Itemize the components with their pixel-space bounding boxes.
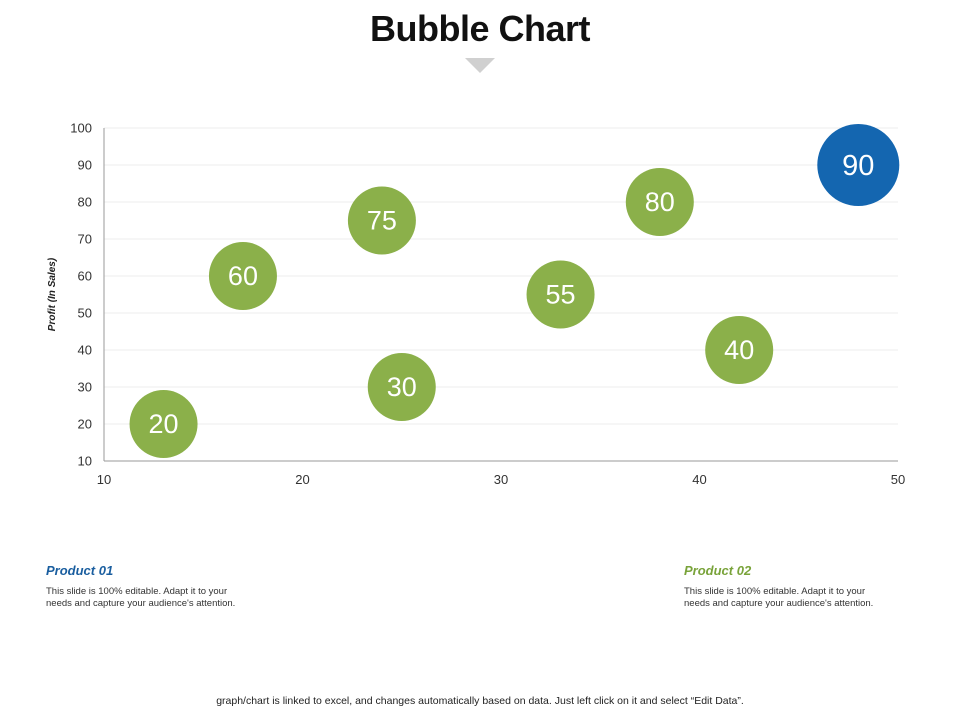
y-tick-label-60: 60 bbox=[78, 269, 92, 284]
bubble-label-20: 20 bbox=[149, 409, 179, 439]
y-tick-label-30: 30 bbox=[78, 380, 92, 395]
product-01-block: Product 01 This slide is 100% editable. … bbox=[46, 563, 286, 610]
y-tick-label-80: 80 bbox=[78, 195, 92, 210]
product-02-desc-line-2: needs and capture your audience's attent… bbox=[684, 598, 874, 609]
x-tick-label-30: 30 bbox=[494, 472, 508, 487]
bubble-80[interactable] bbox=[625, 168, 694, 236]
product-02-desc-line-1: This slide is 100% editable. Adapt it to… bbox=[684, 586, 866, 597]
y-tick-label-40: 40 bbox=[78, 343, 92, 358]
footer-note: graph/chart is linked to excel, and chan… bbox=[216, 695, 744, 707]
bubble-75[interactable] bbox=[347, 186, 416, 255]
product-02-block: Product 02 This slide is 100% editable. … bbox=[684, 563, 924, 610]
bubble-label-40: 40 bbox=[724, 335, 754, 365]
y-axis-title: Profit (In Sales) bbox=[47, 257, 58, 331]
product-01-title: Product 01 bbox=[46, 563, 114, 578]
bubble-40[interactable] bbox=[705, 316, 774, 384]
bubble-chart[interactable]: 10 20 30 40 50 60 70 80 90 100 10 20 30 40 50 Profit (I… bbox=[0, 0, 960, 560]
product-01-desc-line-2: needs and capture your audience's attent… bbox=[46, 598, 236, 609]
bubble-20[interactable] bbox=[129, 390, 198, 458]
y-tick-label-10: 10 bbox=[78, 454, 92, 469]
x-tick-label-10: 10 bbox=[97, 472, 111, 487]
y-tick-label-70: 70 bbox=[78, 232, 92, 247]
product-02-title: Product 02 bbox=[684, 563, 752, 578]
product-01-description: This slide is 100% editable. Adapt it to… bbox=[46, 586, 286, 610]
product-02-description: This slide is 100% editable. Adapt it to… bbox=[684, 586, 924, 610]
x-tick-label-40: 40 bbox=[692, 472, 706, 487]
slide-title: Bubble Chart bbox=[369, 8, 591, 49]
title-pointer-icon bbox=[465, 58, 495, 73]
x-tick-label-20: 20 bbox=[295, 472, 309, 487]
y-tick-label-20: 20 bbox=[78, 417, 92, 432]
y-tick-label-100: 100 bbox=[70, 121, 92, 136]
x-tick-label-50: 50 bbox=[891, 472, 905, 487]
bubble-60[interactable] bbox=[208, 242, 277, 310]
bubble-55[interactable] bbox=[526, 260, 595, 329]
bubble-label-80: 80 bbox=[645, 187, 675, 217]
bubble-label-60: 60 bbox=[228, 261, 258, 291]
y-tick-label-50: 50 bbox=[78, 306, 92, 321]
y-tick-label-90: 90 bbox=[78, 158, 92, 173]
bubble-label-75: 75 bbox=[367, 206, 397, 236]
product-01-desc-line-1: This slide is 100% editable. Adapt it to… bbox=[46, 586, 228, 597]
bubble-label-55: 55 bbox=[546, 280, 576, 310]
bubble-90[interactable] bbox=[817, 124, 900, 206]
bubble-label-90: 90 bbox=[842, 150, 874, 182]
bubble-30[interactable] bbox=[367, 353, 436, 421]
bubble-label-30: 30 bbox=[387, 372, 417, 402]
